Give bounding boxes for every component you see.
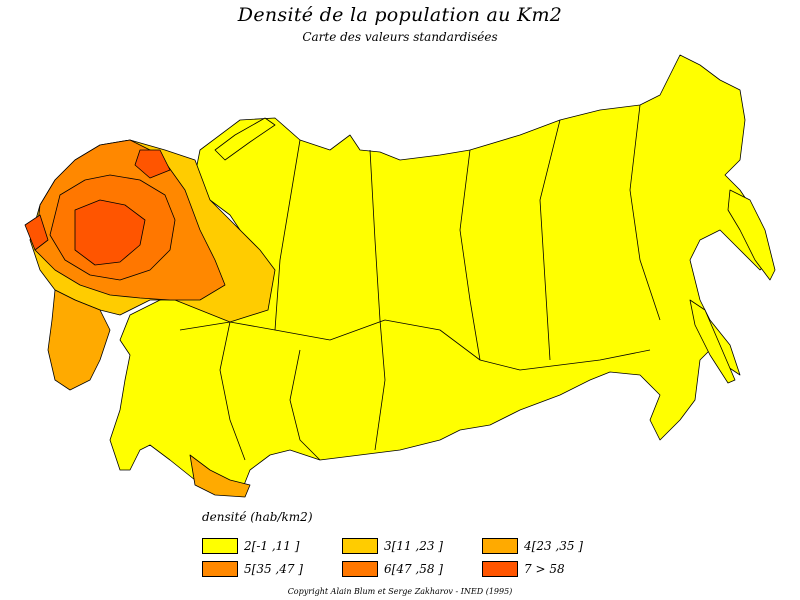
legend-label: 5[35 ,47 ]	[244, 562, 303, 576]
legend-label: 7 > 58	[524, 562, 565, 576]
region-sakhalin	[689, 299, 736, 384]
legend-item-class6: 6[47 ,58 ]	[342, 560, 443, 578]
legend-item-class3: 3[11 ,23 ]	[342, 537, 443, 555]
legend-item-class4: 4[23 ,35 ]	[482, 537, 583, 555]
region-class7-northwest	[134, 149, 171, 179]
legend-title: densité (hab/km2)	[202, 510, 313, 524]
siberia-borders	[179, 104, 661, 461]
legend-swatch	[342, 561, 378, 577]
legend-label: 6[47 ,58 ]	[384, 562, 443, 576]
legend-item-class7: 7 > 58	[482, 560, 565, 578]
legend-item-class5: 5[35 ,47 ]	[202, 560, 303, 578]
region-main-landmass	[109, 54, 771, 496]
legend-swatch	[482, 538, 518, 554]
legend-label: 2[-1 ,11 ]	[244, 539, 300, 553]
legend-label: 4[23 ,35 ]	[524, 539, 583, 553]
map-title: Densité de la population au Km2	[237, 4, 563, 26]
legend-label: 3[11 ,23 ]	[384, 539, 443, 553]
region-kamchatka	[727, 189, 776, 281]
region-class7	[74, 199, 146, 266]
legend-swatch	[342, 538, 378, 554]
legend-swatch	[202, 561, 238, 577]
map-subtitle: Carte des valeurs standardisées	[302, 30, 498, 44]
legend-swatch	[482, 561, 518, 577]
region-novaya-zemlya	[214, 117, 276, 161]
legend-item-class2: 2[-1 ,11 ]	[202, 537, 299, 555]
copyright-text: Copyright Alain Blum et Serge Zakharov -…	[287, 587, 513, 596]
choropleth-map	[24, 54, 776, 498]
region-class7-west	[24, 214, 49, 251]
legend-swatch	[202, 538, 238, 554]
region-south-altai	[189, 454, 251, 498]
region-southwest	[47, 289, 111, 391]
